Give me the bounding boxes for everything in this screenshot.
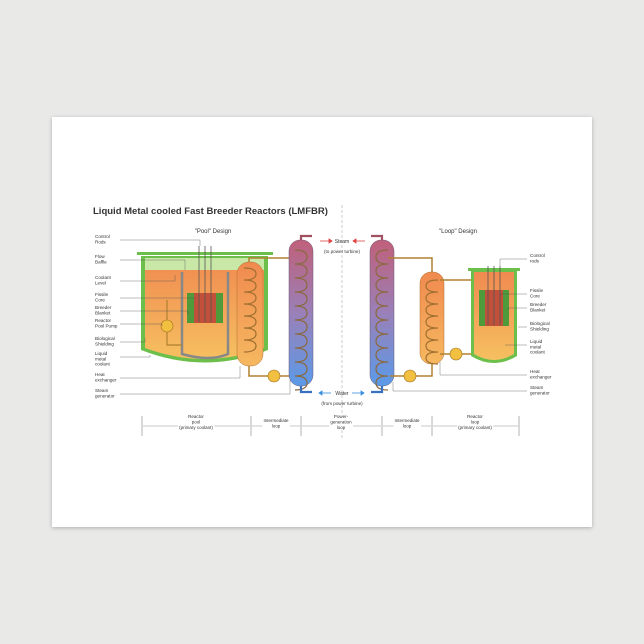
steam-label: Steam: [335, 239, 349, 245]
left-label-breeder-blanket: Breeder Blanket: [95, 305, 112, 315]
left-label-liquid-metal-coolant: Liquid metal coolant: [95, 351, 111, 367]
right-label-biological-shielding: Biological Shielding: [530, 321, 550, 331]
water-label: Water: [335, 391, 348, 397]
right-label-breeder-blanket: Breeder Blanket: [530, 302, 547, 312]
left-label-steam-generator: Steam generator: [95, 388, 115, 398]
pool-pump-icon: [160, 319, 174, 333]
right-label-steam-generator: Steam generator: [530, 385, 550, 395]
left-label-heat-exchanger: Heat exchanger: [95, 372, 117, 382]
leader-line: [507, 307, 527, 310]
steam-arrows: [320, 238, 365, 244]
right-label-control-rods: Control rods: [530, 253, 545, 263]
loop-reactor: [468, 266, 520, 363]
section-label-1: Reactor pool (primary coolant): [179, 414, 213, 430]
right-label-liquid-metal-coolant: Liquid metal coolant: [530, 339, 546, 355]
leader-line: [120, 259, 186, 270]
section-label-3: Power-generation loop: [330, 414, 352, 430]
leader-line: [120, 323, 163, 326]
section-label-5: Reactor loop (primary coolant): [458, 414, 492, 430]
leader-line: [392, 382, 527, 392]
leader-line: [439, 362, 527, 376]
right-label-heat-exchanger: Heat exchanger: [530, 369, 552, 379]
pool-intermediate-pump-icon: [267, 369, 281, 383]
leader-line: [120, 366, 241, 379]
section-label-bg: [178, 414, 215, 430]
section-label-bg: [393, 418, 422, 429]
section-label-bg: [329, 414, 354, 430]
leader-line: [120, 239, 201, 246]
left-label-reactor-pool-pump: Reactor Pool Pump: [95, 318, 118, 328]
left-labels: Control Rods Flow Baffle Coolant Level Fissile…: [95, 234, 291, 398]
loop-primary-pump-icon: [449, 347, 463, 361]
leader-line: [120, 297, 196, 300]
loop-design-heading: "Loop" Design: [439, 229, 477, 235]
leader-line: [120, 338, 146, 343]
section-labels: Reactor pool (primary coolant) Intermediate…: [143, 414, 518, 430]
section-label-4: Intermediate loop: [394, 418, 420, 429]
water-arrows: [318, 390, 365, 396]
section-brackets: [141, 416, 520, 436]
water-sublabel: (from power turbine): [321, 401, 363, 406]
left-label-flow-baffle: Flow Baffle: [95, 254, 107, 264]
steam-sublabel: (to power turbine): [324, 249, 360, 254]
leader-line: [120, 310, 189, 315]
left-label-biological-shielding: Biological Shielding: [95, 336, 115, 346]
loop-intermediate-pump-icon: [403, 369, 417, 383]
leader-line: [120, 355, 151, 358]
leader-line: [120, 275, 176, 282]
left-steam-generator: [288, 239, 314, 387]
pool-reactor: [137, 246, 273, 367]
leader-line: [499, 258, 527, 266]
leader-line: [499, 293, 527, 300]
right-steam-generator: [369, 239, 395, 387]
pool-design-heading: "Pool" Design: [195, 229, 232, 235]
left-label-control-rods: Control Rods: [95, 234, 110, 244]
left-label-coolant-level: Coolant Level: [95, 275, 112, 285]
section-label-2: Intermediate loop: [263, 418, 289, 429]
right-label-fissile-core: Fissile Core: [530, 288, 543, 298]
diagram-title: Liquid Metal cooled Fast Breeder Reactor…: [93, 206, 328, 217]
right-labels: Control rods Fissile Core Breeder Blanket Biol…: [392, 253, 552, 395]
loop-intermediate-loop: [388, 257, 433, 377]
loop-heat-exchanger: [419, 271, 445, 365]
leader-line: [120, 380, 291, 395]
section-label-bg: [262, 418, 291, 429]
left-label-fissile-core: Fissile Core: [95, 292, 108, 302]
pool-heat-exchanger: [236, 261, 264, 367]
section-label-bg: [457, 414, 494, 430]
